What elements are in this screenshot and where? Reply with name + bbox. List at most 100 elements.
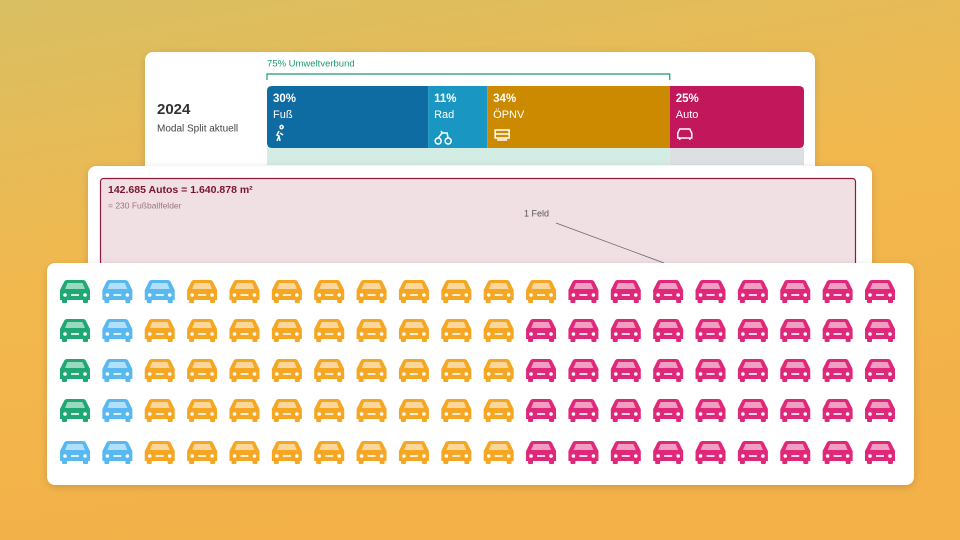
car-window: [488, 322, 509, 328]
car-wheel: [104, 460, 110, 464]
car-wheel: [421, 460, 427, 464]
car-icon: [610, 441, 641, 464]
car-light: [741, 293, 745, 297]
car-wheel: [167, 378, 173, 382]
car-light: [147, 454, 152, 458]
car-light: [147, 332, 152, 336]
car-window: [700, 444, 721, 450]
car-wheel: [443, 338, 449, 342]
car-light: [105, 372, 110, 376]
car-icon: [102, 399, 133, 422]
car-wheel: [273, 418, 279, 422]
car-light: [783, 372, 788, 376]
car-grille: [748, 455, 757, 457]
car-light: [718, 293, 723, 297]
car-light: [825, 454, 830, 458]
car-grille: [664, 455, 673, 457]
car-wheel: [739, 299, 745, 303]
car-wheel: [400, 418, 406, 422]
car-window: [403, 362, 424, 368]
car-icon: [865, 441, 895, 464]
car-light: [506, 412, 511, 416]
car-wheel: [570, 299, 576, 303]
car-light: [402, 372, 406, 376]
car-wheel: [210, 418, 216, 422]
car-wheel: [231, 338, 237, 342]
car-light: [591, 454, 596, 458]
car-wheel: [337, 418, 343, 422]
car-wheel: [104, 418, 110, 422]
car-window: [785, 283, 806, 289]
car-light: [868, 293, 872, 297]
car-wheel: [867, 418, 872, 422]
car-grille: [71, 455, 79, 457]
car-grille: [71, 373, 79, 375]
car-grille: [113, 373, 122, 375]
car-light: [422, 332, 426, 336]
car-window: [192, 322, 213, 328]
car-window: [107, 322, 128, 328]
car-window: [319, 322, 340, 328]
car-window: [276, 283, 297, 289]
car-window: [361, 362, 382, 368]
car-light: [295, 293, 299, 297]
car-wheel: [294, 378, 300, 382]
car-light: [167, 293, 172, 297]
car-grille: [325, 373, 334, 375]
car-light: [613, 332, 618, 336]
car-light: [803, 372, 808, 376]
car-wheel: [464, 299, 470, 303]
car-icon: [356, 319, 387, 342]
car-wheel: [189, 299, 195, 303]
car-grille: [706, 455, 715, 457]
car-light: [868, 372, 872, 376]
car-light: [549, 372, 553, 376]
car-icon: [865, 280, 895, 303]
car-light: [549, 454, 553, 458]
car-grille: [409, 413, 418, 415]
car-grille: [579, 294, 588, 296]
car-grille: [791, 455, 800, 457]
car-wheel: [189, 418, 195, 422]
car-light: [210, 332, 214, 336]
car-wheel: [252, 460, 258, 464]
car-window: [658, 402, 679, 408]
car-wheel: [867, 460, 872, 464]
car-wheel: [125, 378, 131, 382]
car-grille: [240, 333, 249, 335]
car-wheel: [782, 299, 788, 303]
car-light: [529, 293, 533, 297]
car-wheel: [231, 378, 237, 382]
car-light: [317, 372, 322, 376]
car-light: [105, 412, 110, 416]
car-window: [149, 444, 170, 450]
car-window: [446, 283, 467, 289]
car-light: [506, 293, 511, 297]
car-light: [803, 293, 808, 297]
car-light: [83, 454, 87, 458]
car-icon: [441, 319, 472, 342]
car-window: [531, 444, 552, 450]
car-icon: [398, 280, 429, 303]
car-grille: [748, 294, 757, 296]
car-grille: [240, 373, 249, 375]
car-grille: [113, 413, 122, 415]
car-light: [295, 412, 299, 416]
car-window: [361, 283, 382, 289]
segment-name: Rad: [434, 109, 454, 121]
car-window: [149, 322, 170, 328]
car-light: [845, 293, 850, 297]
car-grille: [706, 333, 715, 335]
car-band: [669, 148, 804, 165]
car-wheel: [231, 418, 237, 422]
car-wheel: [104, 338, 110, 342]
car-wheel: [273, 460, 279, 464]
car-light: [464, 332, 469, 336]
modal-split-bar: 30% Fuß 11% Rad 34% ÖPNV 25% Auto: [266, 73, 804, 165]
car-icon: [229, 399, 260, 422]
car-light: [147, 293, 152, 297]
car-grille: [664, 294, 673, 296]
car-grille: [579, 455, 588, 457]
car-icon: [60, 319, 90, 342]
car-window: [488, 402, 509, 408]
